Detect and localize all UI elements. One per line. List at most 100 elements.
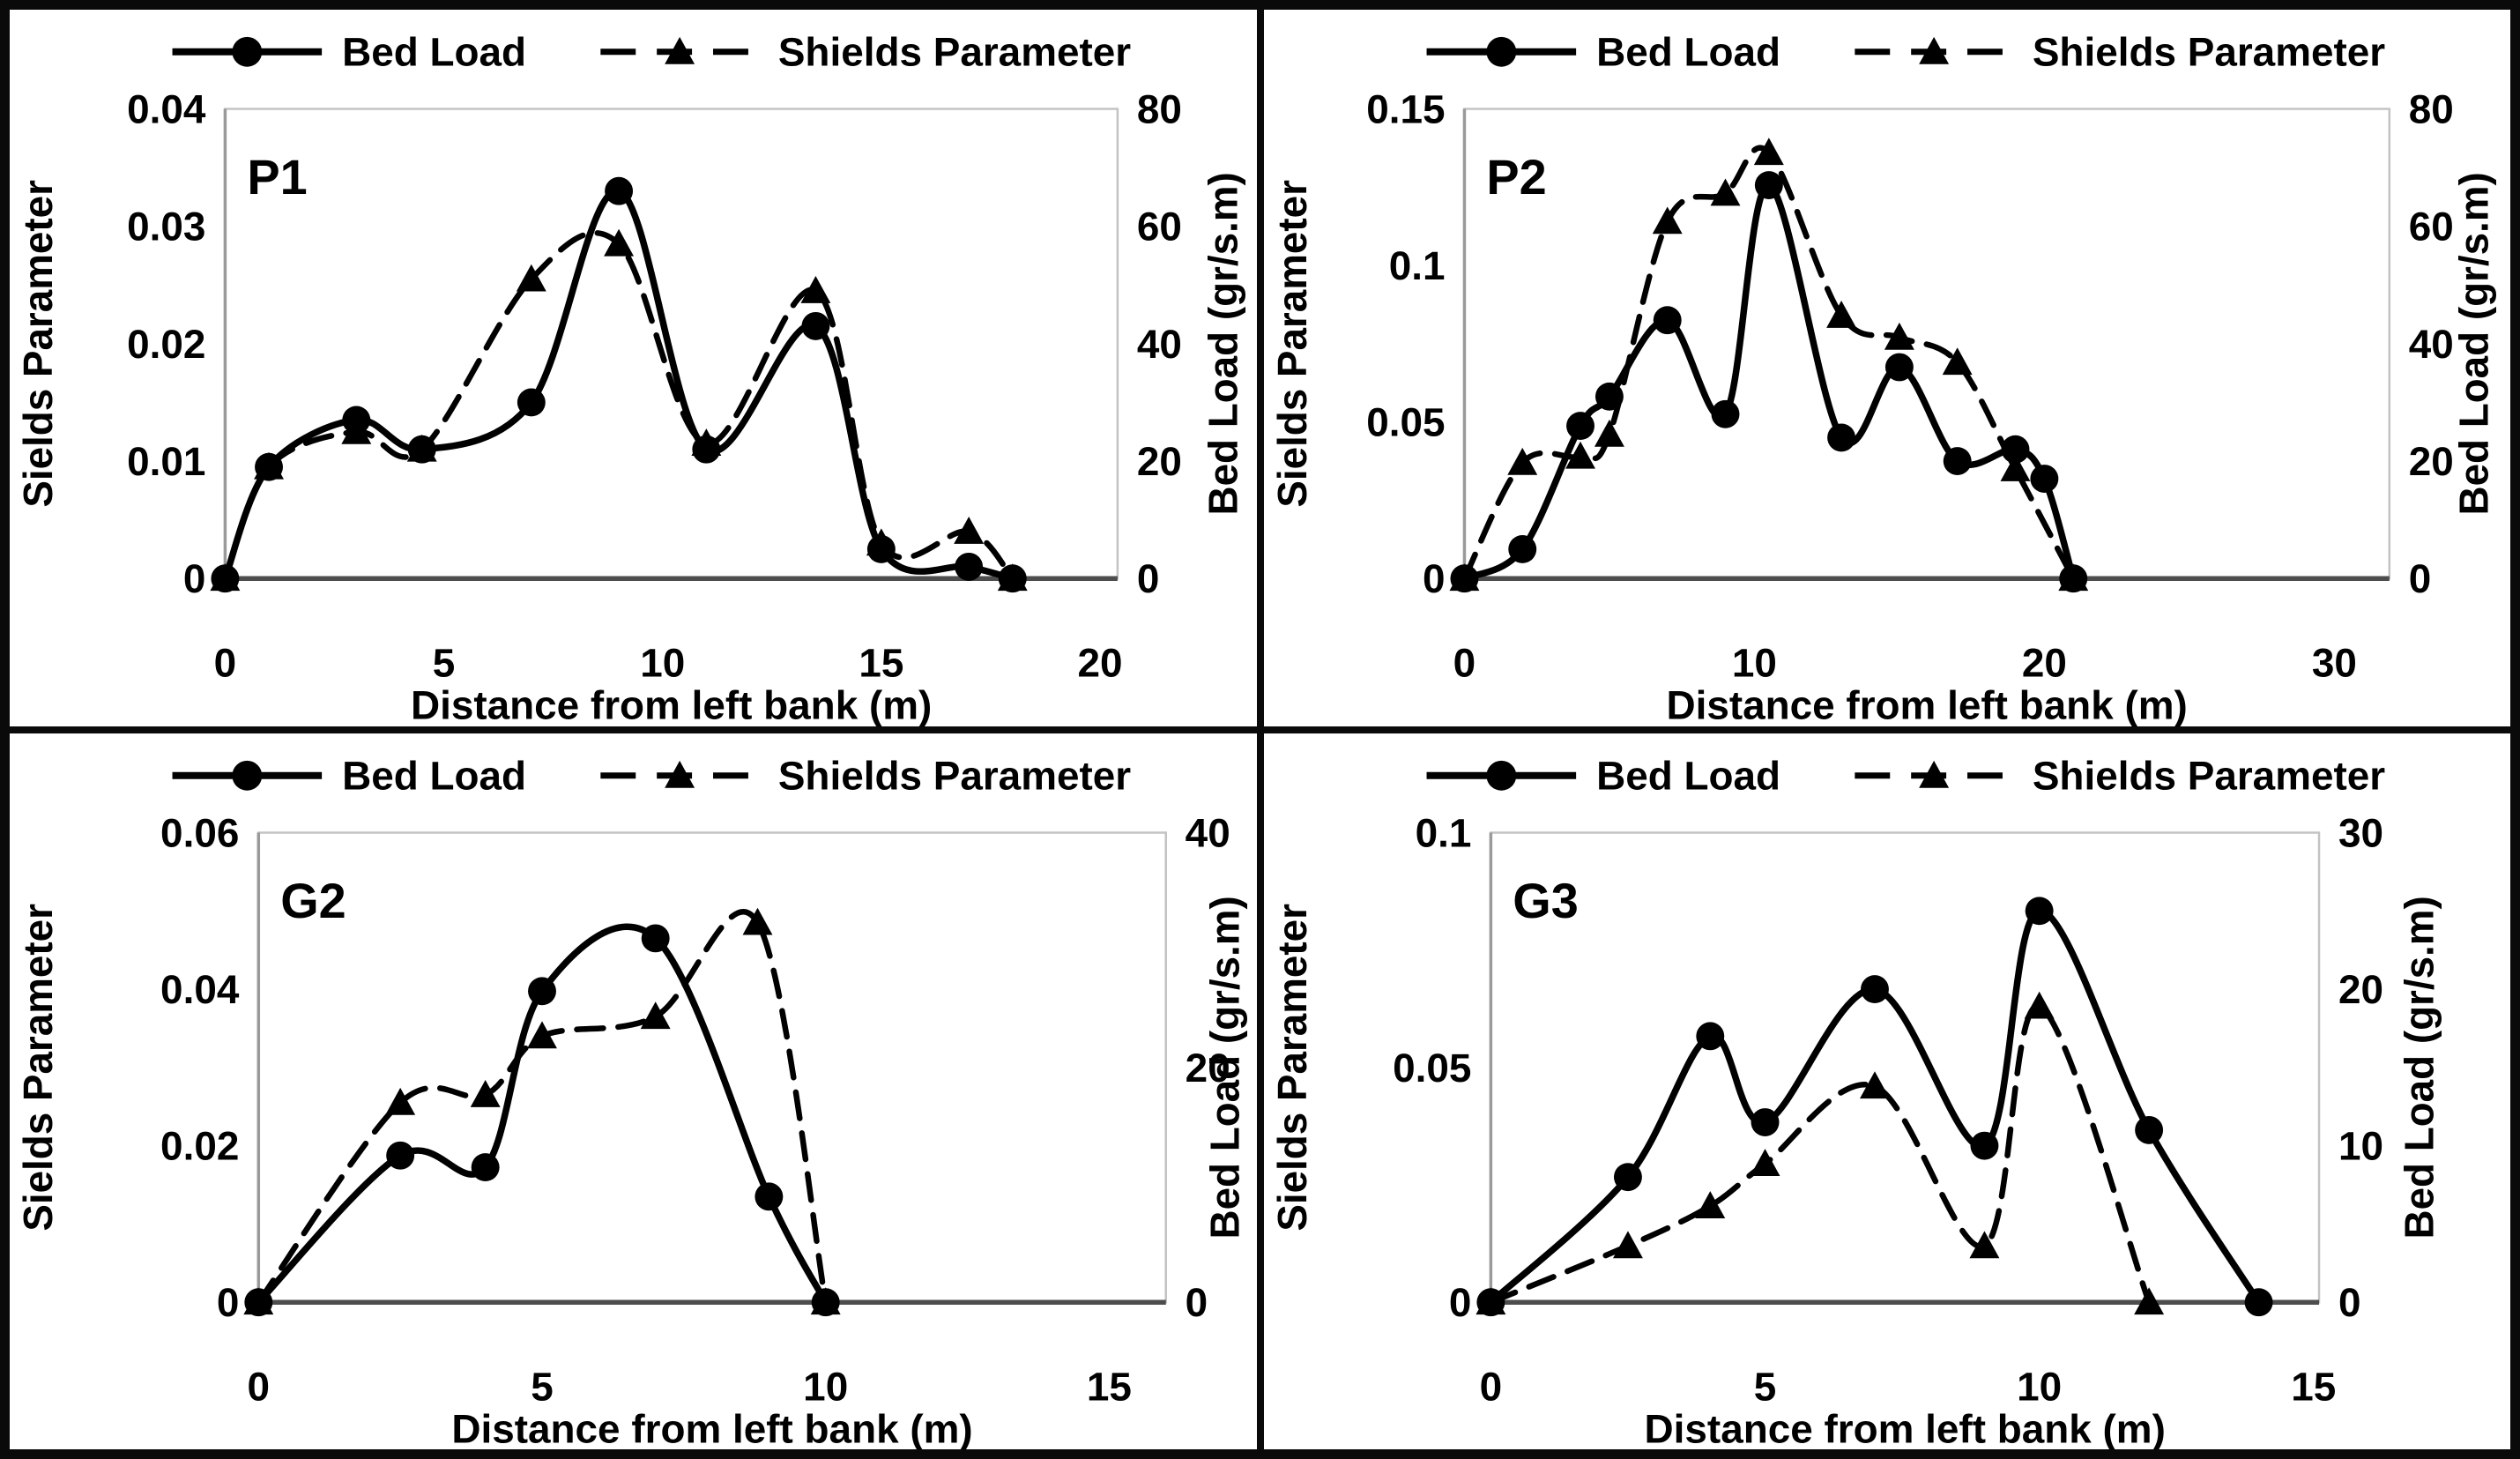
chart-panel-g2: 0 0.02 0.04 0.06 0 20 40 0 5 10 15 G2 Sields Param… [6, 729, 1260, 1453]
x-axis-title: Distance from left bank (m) [1644, 1406, 2165, 1449]
data-point-triangle-marker [385, 1087, 416, 1115]
legend-circle-marker-icon [1485, 36, 1516, 67]
left-axis-tick-label: 0 [183, 556, 206, 601]
data-point-triangle-marker [1694, 1190, 1725, 1218]
x-axis-title: Distance from left bank (m) [1666, 683, 2187, 726]
right-axis-tick-label: 40 [1186, 810, 1230, 855]
data-point-circle-marker [1751, 1107, 1779, 1136]
data-point-circle-marker [801, 311, 830, 340]
right-axis-tick-label: 30 [2338, 810, 2382, 855]
right-axis-title: Bed Load (gr/s.m) [2397, 896, 2442, 1239]
data-point-circle-marker [1695, 1021, 1724, 1050]
data-point-triangle-marker [470, 1079, 501, 1107]
data-point-triangle-marker [1565, 441, 1595, 469]
data-point-triangle-marker [210, 563, 241, 592]
legend-label-bed-load: Bed Load [1596, 753, 1780, 798]
left-axis-tick-label: 0.04 [160, 967, 240, 1012]
plot-area [257, 830, 1168, 1303]
legend-label-bed-load: Bed Load [342, 30, 526, 75]
x-axis-tick-label: 15 [1087, 1364, 1132, 1409]
chart-svg-g3: 0 0.05 0.1 0 10 20 30 0 5 10 15 G3 Sields Paramete… [1269, 753, 2442, 1449]
series-line-shields-parameter [1461, 145, 2076, 582]
data-point-circle-marker [1969, 1131, 1998, 1160]
legend-circle-marker-icon [232, 36, 263, 67]
right-axis-tick-label: 20 [2338, 967, 2382, 1012]
left-axis-tick-label: 0.02 [160, 1123, 239, 1168]
right-axis-tick-label: 60 [1137, 205, 1182, 249]
data-point-triangle-marker [1825, 300, 1856, 328]
data-point-triangle-marker [997, 563, 1028, 592]
legend-circle-marker-icon [1485, 760, 1516, 791]
left-axis-tick-label: 0.02 [127, 322, 205, 367]
legend-label-shields-parameter: Shields Parameter [2032, 30, 2384, 75]
data-point-circle-marker [1613, 1162, 1642, 1191]
right-axis-title: Bed Load (gr/s.m) [1203, 896, 1248, 1239]
left-axis-title: Sields Parameter [16, 903, 61, 1231]
data-point-triangle-marker [1942, 347, 1973, 376]
left-axis-tick-label: 0 [217, 1280, 240, 1325]
left-axis-title: Sields Parameter [1269, 180, 1314, 508]
right-axis-tick-label: 40 [2408, 322, 2453, 367]
data-point-triangle-marker [1750, 1148, 1780, 1176]
generated-layer: 0 0.01 0.02 0.03 0.04 0 20 40 60 80 0 5 10 15 20 [127, 86, 1182, 685]
x-axis-tick-label: 10 [2017, 1364, 2062, 1409]
legend-circle-marker-icon [232, 760, 263, 791]
legend-label-shields-parameter: Shields Parameter [778, 753, 1131, 798]
data-point-triangle-marker [866, 528, 896, 556]
x-axis-tick-label: 0 [1479, 1364, 1502, 1409]
data-point-triangle-marker [1753, 138, 1784, 166]
right-axis-tick-label: 80 [1137, 86, 1182, 131]
data-point-circle-marker [471, 1152, 500, 1181]
data-point-triangle-marker [406, 434, 437, 462]
x-axis-tick-label: 20 [1078, 641, 1123, 686]
chart-svg-p2: 0 0.05 0.1 0.15 0 20 40 60 80 0 10 20 30 P2 Sields P… [1269, 30, 2496, 726]
data-point-circle-marker [2134, 1115, 2163, 1144]
legend: Bed Load Shields Parameter [172, 30, 1131, 75]
legend-triangle-marker-icon [665, 760, 695, 788]
chart-panel-g3: 0 0.05 0.1 0 10 20 30 0 5 10 15 G3 Sields Paramete… [1260, 729, 2514, 1453]
data-point-circle-marker [1943, 447, 1972, 475]
left-axis-tick-label: 0.06 [160, 810, 239, 855]
right-axis-tick-label: 60 [2408, 205, 2453, 249]
chart-svg-g2: 0 0.02 0.04 0.06 0 20 40 0 5 10 15 G2 Sields Param… [16, 753, 1248, 1449]
left-axis-tick-label: 0 [1422, 556, 1445, 601]
data-point-circle-marker [386, 1141, 415, 1170]
right-axis-tick-label: 20 [2408, 439, 2453, 484]
data-point-circle-marker [955, 552, 984, 581]
right-axis-tick-label: 0 [1137, 556, 1160, 601]
data-point-triangle-marker [1612, 1230, 1643, 1258]
data-point-triangle-marker [1710, 178, 1740, 206]
data-point-triangle-marker [604, 228, 635, 257]
data-point-circle-marker [2029, 465, 2058, 493]
data-point-triangle-marker [1968, 1230, 1999, 1258]
data-point-circle-marker [1826, 423, 1855, 452]
series-line-shields-parameter [222, 230, 1016, 582]
x-axis-tick-label: 30 [2311, 641, 2356, 686]
data-point-circle-marker [2244, 1287, 2273, 1316]
data-point-circle-marker [517, 388, 546, 417]
data-point-triangle-marker [1884, 322, 1914, 350]
left-axis-title: Sields Parameter [16, 180, 61, 508]
data-point-triangle-marker [810, 1286, 841, 1314]
left-axis-tick-label: 0.05 [1393, 1045, 1471, 1090]
data-point-circle-marker [528, 976, 556, 1005]
left-axis-tick-label: 0.03 [127, 205, 205, 249]
legend-triangle-marker-icon [665, 36, 695, 64]
left-axis-tick-label: 0.01 [127, 439, 205, 484]
x-axis-tick-label: 0 [1453, 641, 1476, 686]
data-point-triangle-marker [691, 428, 722, 457]
data-point-triangle-marker [243, 1286, 274, 1314]
x-axis-tick-label: 20 [2021, 641, 2066, 686]
legend-label-shields-parameter: Shields Parameter [778, 30, 1131, 75]
data-point-triangle-marker [1652, 206, 1683, 234]
legend-triangle-marker-icon [1918, 760, 1949, 788]
x-axis-tick-label: 0 [214, 641, 237, 686]
left-axis-tick-label: 0.1 [1388, 243, 1445, 288]
series-line-bed-load [1461, 182, 2077, 582]
data-point-triangle-marker [254, 451, 284, 480]
series-line-bed-load [1487, 907, 2262, 1306]
chart-svg-p1: 0 0.01 0.02 0.03 0.04 0 20 40 60 80 0 5 10 15 20 P1 Si… [16, 30, 1246, 726]
data-point-triangle-marker [527, 1020, 557, 1048]
data-point-triangle-marker [2024, 991, 2055, 1019]
